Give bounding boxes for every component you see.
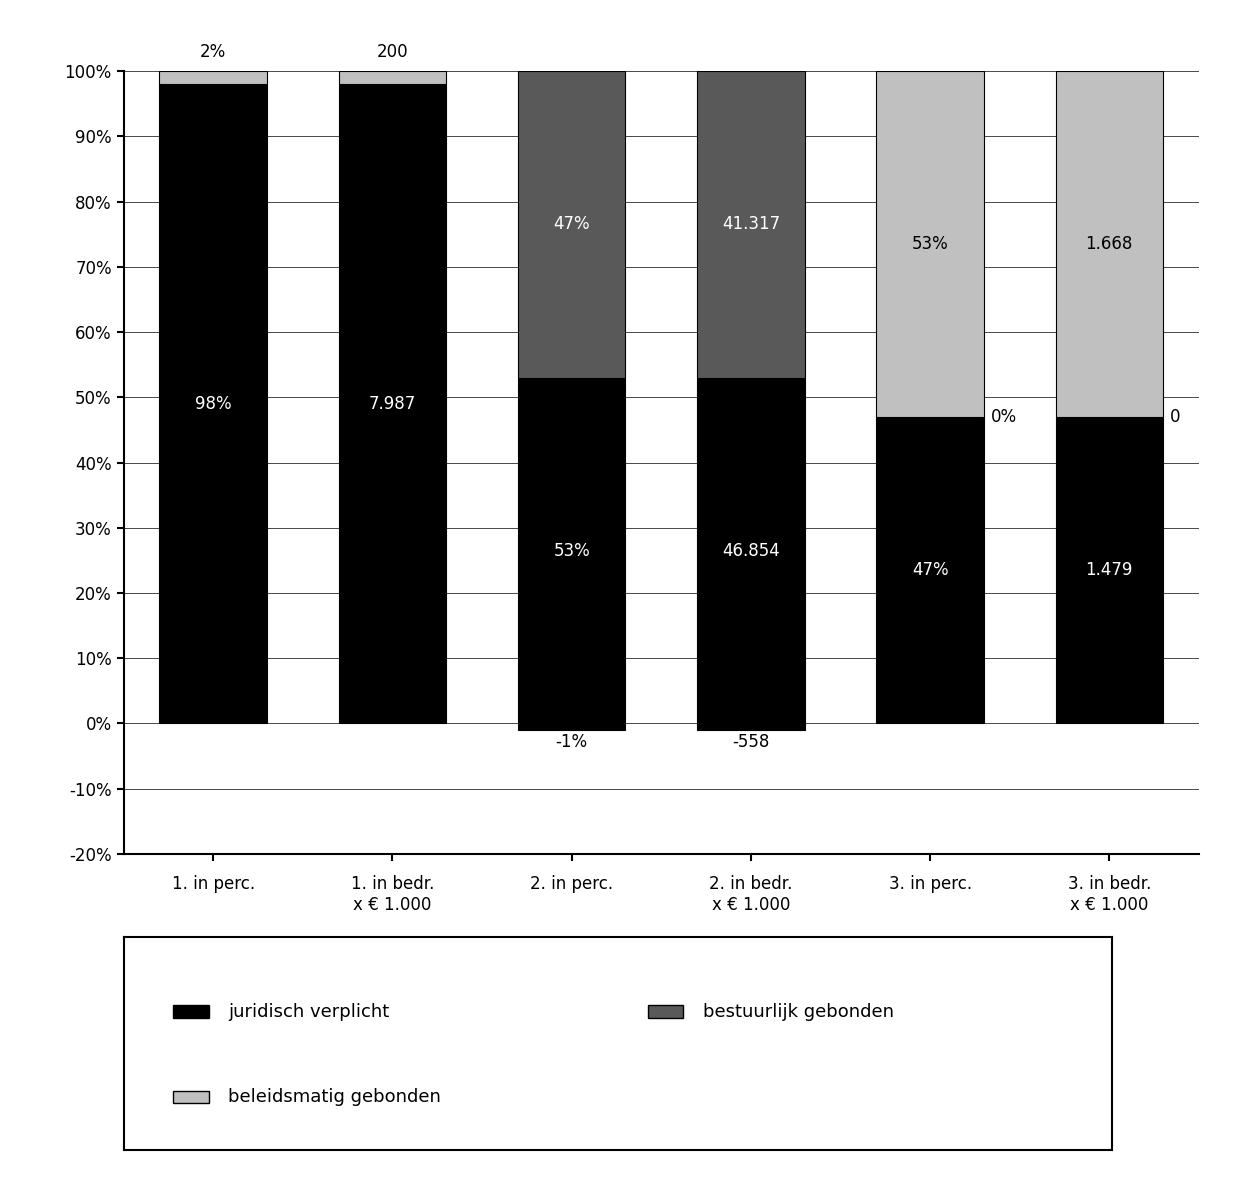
Bar [697, 377, 805, 723]
Bar [173, 1091, 209, 1103]
Text: beleidsmatig gebonden: beleidsmatig gebonden [229, 1088, 441, 1107]
Bar [1056, 71, 1163, 416]
Text: 0: 0 [1170, 408, 1180, 426]
Bar [697, 723, 805, 729]
Text: 53%: 53% [912, 235, 948, 253]
Text: 41.317: 41.317 [722, 216, 780, 234]
Text: 7.987: 7.987 [368, 395, 417, 413]
Bar [518, 377, 625, 723]
Bar [518, 71, 625, 377]
Bar [876, 71, 984, 416]
Bar [339, 84, 446, 723]
Text: 47%: 47% [912, 561, 948, 579]
Text: 47%: 47% [554, 216, 590, 234]
Text: juridisch verplicht: juridisch verplicht [229, 1002, 389, 1021]
Bar [697, 71, 805, 377]
Text: 0%: 0% [991, 408, 1017, 426]
Bar [1056, 416, 1163, 723]
Text: bestuurlijk gebonden: bestuurlijk gebonden [703, 1002, 894, 1021]
Text: 53%: 53% [554, 542, 590, 560]
Text: 1.668: 1.668 [1085, 235, 1133, 253]
Bar [876, 416, 984, 723]
Bar [518, 723, 625, 729]
Text: -1%: -1% [556, 733, 587, 751]
Text: 98%: 98% [195, 395, 231, 413]
Text: 2%: 2% [200, 44, 226, 62]
Bar [648, 1006, 684, 1018]
Text: 46.854: 46.854 [722, 542, 780, 560]
Text: 1.479: 1.479 [1085, 561, 1133, 579]
Bar [159, 71, 267, 84]
Bar [159, 84, 267, 723]
Bar [339, 71, 446, 84]
Text: 200: 200 [377, 44, 408, 62]
Bar [173, 1006, 209, 1018]
Text: -558: -558 [732, 733, 770, 751]
